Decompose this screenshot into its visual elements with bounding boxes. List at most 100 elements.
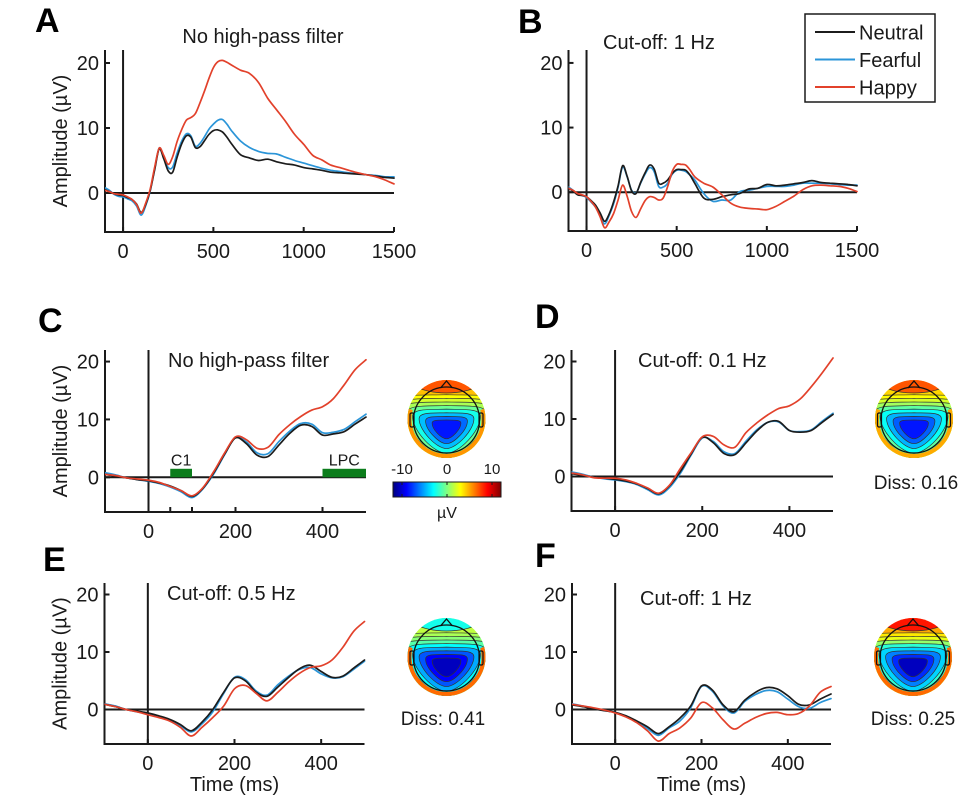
right-ear-icon [478, 412, 484, 428]
window-label-c1: C1 [171, 452, 192, 469]
x-tick-label: 1500 [835, 240, 880, 262]
y-tick-label: 20 [544, 585, 566, 607]
y-tick-label: 10 [543, 409, 565, 431]
y-tick-label: 0 [88, 467, 99, 489]
topo-rim-level [875, 408, 953, 458]
topo-contour-level [899, 419, 929, 440]
legend: Neutral Fearful Happy [804, 13, 936, 103]
x-tick-label: 500 [197, 241, 230, 263]
y-tick-label: 20 [540, 53, 562, 75]
window-bar-c1 [170, 468, 192, 478]
topo-rim-level [407, 646, 486, 696]
x-axis-label: Time (ms) [657, 774, 746, 796]
series-line-fearful [105, 118, 395, 216]
topo-contour-level [431, 419, 462, 440]
panel-title: No high-pass filter [168, 350, 330, 372]
panel-label: E [43, 541, 66, 579]
legend-label-fearful: Fearful [859, 50, 921, 72]
series-line-happy [568, 162, 858, 229]
nose-icon [440, 618, 453, 627]
legend-label-neutral: Neutral [859, 23, 923, 45]
left-ear-icon [876, 412, 883, 428]
colorbar-unit-label: µV [437, 505, 457, 522]
right-ear-icon [478, 650, 484, 666]
panel-label: A [35, 2, 60, 40]
x-axis-label: Time (ms) [190, 774, 279, 796]
colorbar-ticks: -10 0 10 [391, 461, 500, 497]
y-tick-label: 10 [77, 409, 99, 431]
y-tick-label: 10 [76, 642, 98, 664]
y-axis-label: Amplitude (µV) [50, 597, 72, 730]
topo-rim-level [874, 646, 952, 696]
y-tick-label: 0 [87, 700, 98, 722]
panel-a: A No high-pass filter 0 10 20 0 500 1000 1500 Amp… [35, 2, 416, 263]
dissimilarity-label: Diss: 0.16 [874, 473, 958, 494]
colorbar-tick-label: 10 [484, 461, 501, 478]
series-group [105, 59, 395, 216]
x-tick-label: 400 [773, 520, 806, 542]
y-tick-label: 10 [77, 118, 99, 140]
nose-icon [906, 618, 920, 627]
x-tick-label: 400 [771, 753, 804, 775]
series-line-happy [571, 357, 834, 495]
x-tick-label: 400 [306, 521, 339, 543]
series-line-happy [104, 620, 366, 737]
x-tick-label: 1000 [745, 240, 790, 262]
topo-contour-level [431, 657, 462, 678]
dissimilarity-label: Diss: 0.41 [401, 709, 485, 730]
x-tick-label: 0 [581, 240, 592, 262]
y-tick-label: 0 [88, 183, 99, 205]
panel-b: B Cut-off: 1 Hz 0 10 20 0 500 1000 1500 [518, 3, 879, 262]
colorbar-tick-label: 0 [443, 461, 451, 478]
topo-contour-level [898, 657, 928, 678]
series-group [571, 357, 834, 496]
x-tick-label: 0 [610, 753, 621, 775]
y-axis-label: Amplitude (µV) [50, 75, 72, 208]
left-ear-icon [875, 650, 882, 666]
series-line-happy [105, 358, 367, 497]
nose-icon [440, 380, 453, 389]
x-tick-label: 0 [143, 521, 154, 543]
y-tick-label: 10 [544, 642, 566, 664]
x-tick-label: 200 [218, 753, 251, 775]
x-tick-label: 200 [219, 521, 252, 543]
series-line-happy [105, 59, 395, 215]
series-group [568, 162, 858, 229]
y-tick-label: 20 [76, 585, 98, 607]
series-group [105, 358, 367, 499]
left-ear-icon [409, 412, 415, 428]
x-tick-label: 400 [304, 753, 337, 775]
window-label-lpc: LPC [329, 452, 360, 469]
window-bar-lpc [322, 468, 366, 478]
y-tick-label: 20 [77, 53, 99, 75]
left-ear-icon [409, 650, 415, 666]
x-tick-label: 200 [685, 753, 718, 775]
x-tick-label: 1500 [372, 241, 417, 263]
colorbar: -10 0 10 µV [391, 461, 502, 522]
y-tick-label: 10 [540, 118, 562, 140]
panel-title: Cut-off: 1 Hz [640, 588, 752, 610]
nose-icon [907, 380, 921, 389]
dissimilarity-label: Diss: 0.25 [871, 709, 955, 730]
x-tick-label: 0 [118, 241, 129, 263]
x-tick-label: 200 [686, 520, 719, 542]
y-tick-label: 0 [551, 182, 562, 204]
y-tick-label: 20 [543, 352, 565, 374]
y-axis-label: Amplitude (µV) [50, 365, 72, 498]
panel-label: B [518, 3, 543, 41]
y-tick-label: 0 [554, 467, 565, 489]
x-tick-label: 0 [610, 520, 621, 542]
panel-label: F [535, 537, 556, 575]
right-ear-icon [945, 412, 952, 428]
series-group [572, 684, 832, 742]
series-line-neutral [104, 659, 366, 732]
panel-title: No high-pass filter [182, 26, 344, 48]
series-group [104, 620, 366, 737]
panel-title: Cut-off: 0.1 Hz [638, 350, 767, 372]
y-tick-label: 20 [77, 352, 99, 374]
legend-label-happy: Happy [859, 78, 917, 100]
colorbar-tick-label: -10 [391, 461, 413, 478]
